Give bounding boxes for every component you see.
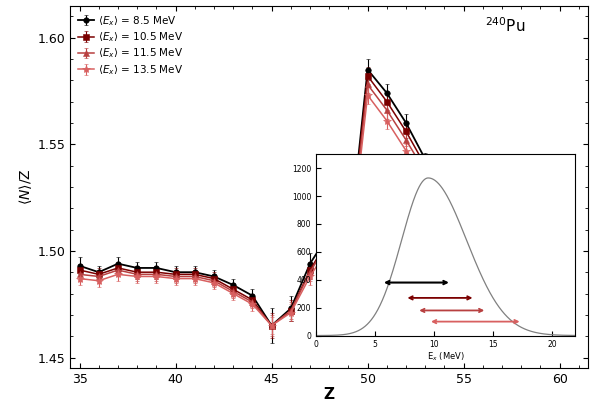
Legend: $\langle E_x\rangle$ = 8.5 MeV, $\langle E_x\rangle$ = 10.5 MeV, $\langle E_x\ra: $\langle E_x\rangle$ = 8.5 MeV, $\langle… xyxy=(75,11,187,80)
Y-axis label: $\langle N\rangle$/Z: $\langle N\rangle$/Z xyxy=(17,169,34,205)
X-axis label: Z: Z xyxy=(324,388,334,402)
Text: $^{240}$Pu: $^{240}$Pu xyxy=(485,16,525,35)
